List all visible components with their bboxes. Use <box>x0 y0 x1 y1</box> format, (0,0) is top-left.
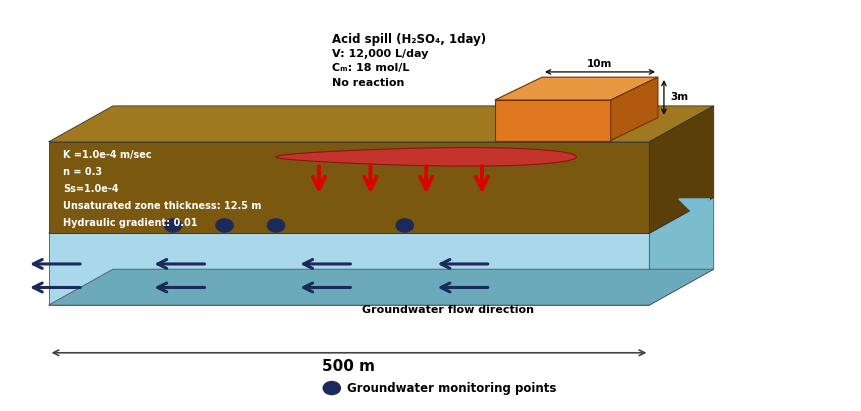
Text: Acid spill (H₂SO₄, 1day): Acid spill (H₂SO₄, 1day) <box>331 33 486 46</box>
Text: Unsaturated zone thickness: 12.5 m: Unsaturated zone thickness: 12.5 m <box>63 201 262 211</box>
Circle shape <box>268 219 285 232</box>
Text: Cₘ: 18 mol/L: Cₘ: 18 mol/L <box>331 63 409 74</box>
Circle shape <box>216 219 233 232</box>
Circle shape <box>396 219 413 232</box>
Text: 3m: 3m <box>671 92 689 102</box>
Polygon shape <box>48 197 714 233</box>
Text: 10m: 10m <box>587 59 613 69</box>
Text: n = 0.3: n = 0.3 <box>63 167 102 177</box>
PathPatch shape <box>276 148 576 166</box>
Polygon shape <box>649 106 714 233</box>
Polygon shape <box>649 197 714 305</box>
Polygon shape <box>48 269 714 305</box>
Polygon shape <box>48 142 649 233</box>
Polygon shape <box>495 77 658 100</box>
Circle shape <box>323 381 340 395</box>
Circle shape <box>164 219 182 232</box>
Polygon shape <box>48 106 714 142</box>
Text: 500 m: 500 m <box>323 359 375 374</box>
Text: Ss=1.0e-4: Ss=1.0e-4 <box>63 184 119 194</box>
Polygon shape <box>679 199 709 214</box>
Text: Groundwater flow direction: Groundwater flow direction <box>362 305 534 315</box>
Text: Hydraulic gradient: 0.01: Hydraulic gradient: 0.01 <box>63 218 198 228</box>
Polygon shape <box>48 233 649 305</box>
Text: Groundwater monitoring points: Groundwater monitoring points <box>347 381 556 395</box>
Polygon shape <box>610 77 658 141</box>
Text: V: 12,000 L/day: V: 12,000 L/day <box>331 49 428 59</box>
Text: K =1.0e-4 m/sec: K =1.0e-4 m/sec <box>63 150 152 160</box>
Polygon shape <box>495 100 610 141</box>
Text: No reaction: No reaction <box>331 78 404 88</box>
